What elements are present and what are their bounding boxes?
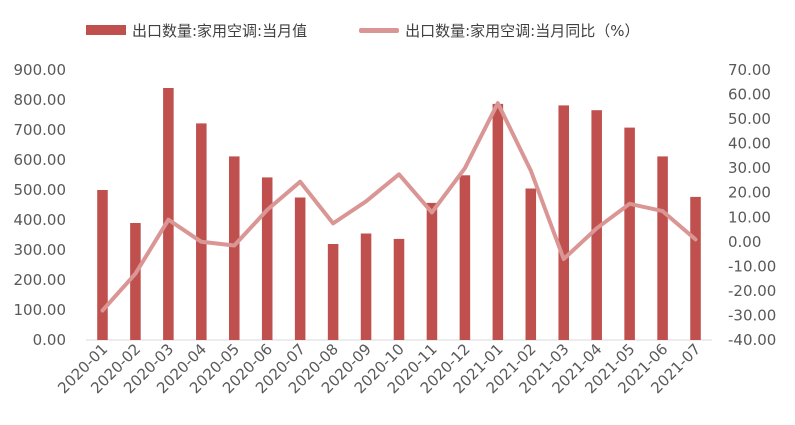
bar — [163, 88, 174, 340]
bar — [261, 177, 273, 340]
legend-swatch-line — [359, 27, 400, 33]
bar — [459, 175, 471, 340]
y-tick-label: 300.00 — [14, 241, 67, 259]
legend-item-bar: 出口数量:家用空调:当月值 — [86, 20, 307, 41]
y-tick-label: 100.00 — [14, 301, 67, 319]
y-tick-label: 900.00 — [14, 61, 67, 79]
bar — [624, 127, 635, 340]
legend-label-line: 出口数量:家用空调:当月同比（%） — [405, 21, 640, 40]
series-line — [100, 101, 698, 313]
y2-tick-label: 0.00 — [728, 233, 761, 251]
bar — [525, 188, 537, 340]
bar — [690, 196, 701, 340]
bar — [228, 156, 240, 340]
bar — [130, 223, 141, 340]
bar — [657, 156, 668, 340]
y2-tick-label: 30.00 — [728, 159, 771, 177]
bar — [393, 238, 405, 340]
bar — [196, 123, 207, 341]
legend: 出口数量:家用空调:当月值 出口数量:家用空调:当月同比（%） — [86, 18, 691, 42]
y2-tick-label: 50.00 — [728, 110, 771, 128]
y2-tick-label: -20.00 — [728, 282, 776, 300]
bar — [426, 202, 438, 340]
y2-tick-label: 60.00 — [728, 86, 771, 104]
bar — [360, 233, 372, 340]
legend-swatch-bar — [86, 25, 126, 35]
y2-tick-label: 20.00 — [728, 184, 771, 202]
bar — [492, 103, 504, 341]
y2-tick-label: 70.00 — [728, 61, 771, 79]
bar — [558, 105, 570, 341]
y2-tick-label: -30.00 — [728, 306, 776, 324]
bar — [294, 197, 306, 340]
y-tick-label: 800.00 — [14, 91, 67, 109]
y2-tick-label: -40.00 — [728, 331, 776, 349]
y2-tick-label: 40.00 — [728, 135, 771, 153]
bar — [591, 110, 602, 340]
y-tick-label: 500.00 — [14, 181, 67, 199]
bar — [97, 190, 108, 340]
legend-label-bar: 出口数量:家用空调:当月值 — [132, 21, 308, 40]
y-tick-label: 0.00 — [33, 331, 66, 349]
y-tick-label: 200.00 — [14, 271, 67, 289]
y-tick-label: 600.00 — [14, 151, 67, 169]
bar — [327, 244, 339, 340]
y-tick-label: 400.00 — [14, 211, 67, 229]
legend-item-line: 出口数量:家用空调:当月同比（%） — [359, 20, 639, 41]
y2-tick-label: -10.00 — [728, 257, 776, 275]
y-tick-label: 700.00 — [14, 121, 67, 139]
y2-tick-label: 10.00 — [728, 208, 771, 226]
